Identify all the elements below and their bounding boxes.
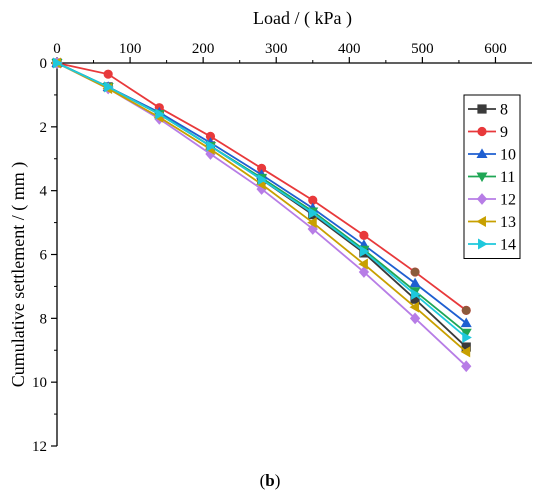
data-point xyxy=(358,258,368,270)
x-tick-label: 0 xyxy=(53,41,61,57)
legend-marker xyxy=(476,193,488,205)
series-line xyxy=(56,62,467,348)
end-point-marker xyxy=(461,305,471,315)
legend-label: 11 xyxy=(500,169,515,186)
data-point xyxy=(460,317,472,328)
x-tick-label: 600 xyxy=(484,41,507,57)
legend-entry-8: 8 xyxy=(468,102,508,119)
series-14 xyxy=(53,57,472,344)
data-point xyxy=(462,331,472,344)
legend-entry-11: 11 xyxy=(468,169,515,186)
data-point xyxy=(307,217,317,229)
x-tick-label: 300 xyxy=(265,41,288,57)
legend-entry-14: 14 xyxy=(468,237,516,254)
x-axis-title: Load / ( kPa ) xyxy=(253,8,352,29)
y-tick-label: 4 xyxy=(40,184,48,200)
legend-marker xyxy=(476,215,486,228)
y-axis-title: Cumulative settlement / ( mm ) xyxy=(8,162,29,387)
data-point xyxy=(358,266,370,278)
data-point xyxy=(409,312,421,325)
x-tick-label: 100 xyxy=(119,41,142,57)
plot-area xyxy=(56,62,532,446)
caption-open: ( xyxy=(260,471,266,490)
x-tick-label: 400 xyxy=(338,41,361,57)
caption-close: ) xyxy=(275,471,281,490)
series-8 xyxy=(52,58,471,352)
data-point xyxy=(155,108,165,120)
series-line xyxy=(56,62,467,339)
series-line xyxy=(56,62,467,334)
legend-entry-10: 10 xyxy=(468,147,516,164)
legend-marker xyxy=(476,172,488,183)
caption-label: b xyxy=(265,471,274,490)
legend-label: 14 xyxy=(500,237,516,254)
data-point xyxy=(104,81,114,93)
legend-label: 10 xyxy=(500,147,516,164)
series-13 xyxy=(51,57,471,358)
end-point-highlights xyxy=(410,267,471,315)
data-point xyxy=(359,230,369,240)
y-tick-label: 2 xyxy=(40,120,48,136)
end-point-marker xyxy=(410,267,420,277)
legend-label: 13 xyxy=(500,214,516,231)
data-point xyxy=(103,69,113,79)
data-point xyxy=(409,277,421,288)
y-tick-label: 10 xyxy=(32,375,47,391)
legend-marker xyxy=(476,148,488,158)
data-point xyxy=(359,245,370,257)
x-axis: 0 100 200 300 400 500 600 xyxy=(53,41,507,63)
series-11 xyxy=(51,59,472,339)
data-point xyxy=(308,207,319,219)
data-point xyxy=(53,57,63,69)
data-point xyxy=(206,140,217,152)
y-tick-label: 8 xyxy=(40,311,48,327)
x-tick-label: 500 xyxy=(411,41,434,57)
legend-label: 9 xyxy=(500,124,508,141)
legend-label: 12 xyxy=(500,192,516,209)
legend-label: 8 xyxy=(500,102,508,119)
y-axis: 0 2 4 6 8 10 12 xyxy=(32,56,57,455)
legend-marker xyxy=(477,126,487,137)
data-point xyxy=(461,360,472,373)
legend-marker xyxy=(478,238,488,250)
series-layer xyxy=(51,57,472,373)
y-tick-label: 6 xyxy=(40,248,48,264)
data-point xyxy=(409,301,420,313)
data-point xyxy=(257,173,268,186)
legend: 8 9 10 11 12 13 14 xyxy=(463,94,521,259)
legend-entry-12: 12 xyxy=(468,192,516,209)
data-point xyxy=(460,346,471,358)
legend-entry-9: 9 xyxy=(468,124,508,141)
legend-entry-13: 13 xyxy=(468,214,516,231)
x-tick-label: 200 xyxy=(192,41,215,57)
y-tick-label: 12 xyxy=(32,439,47,455)
legend-marker xyxy=(477,104,487,114)
y-tick-label: 0 xyxy=(40,56,48,72)
series-line xyxy=(56,62,467,367)
series-12 xyxy=(51,57,472,373)
data-point xyxy=(411,288,421,300)
figure-caption: (b) xyxy=(260,471,281,490)
